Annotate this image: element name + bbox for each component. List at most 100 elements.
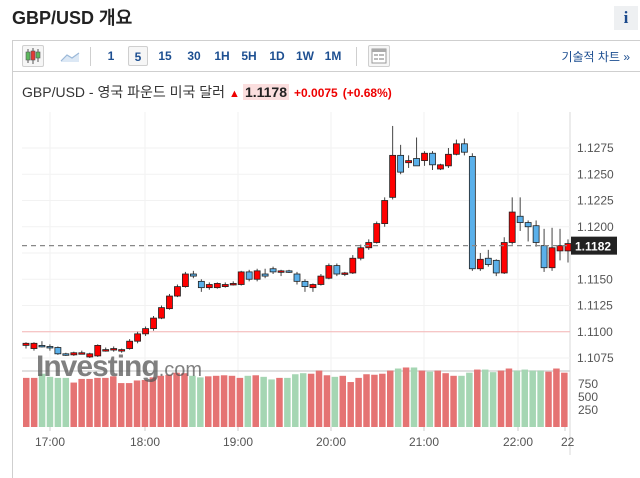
volume-bar <box>117 383 125 427</box>
candle <box>437 164 444 170</box>
timeframe-1d[interactable]: 1D <box>269 49 285 63</box>
page-title: GBP/USD 개요 <box>12 8 133 28</box>
technical-chart-link[interactable]: 기술적 차트 » <box>561 50 630 64</box>
candle <box>524 222 532 228</box>
volume-bar <box>252 375 259 427</box>
candle <box>245 271 253 280</box>
volume-bar <box>537 370 544 427</box>
candle <box>333 265 341 275</box>
volume-bar <box>426 371 434 427</box>
candle <box>126 340 134 349</box>
volume-bar <box>513 370 521 427</box>
volume-bar <box>54 377 62 427</box>
candle <box>158 307 165 319</box>
candle <box>221 284 229 287</box>
investing-watermark: Investing.com <box>36 350 202 383</box>
candle <box>397 154 405 173</box>
volume-bar <box>553 368 560 427</box>
volume-tick: 750 <box>578 377 598 391</box>
time-tick: 17:00 <box>35 435 65 449</box>
volume-bar <box>133 380 141 427</box>
candle <box>564 243 572 252</box>
candle <box>484 257 492 265</box>
timeframe-1w[interactable]: 1W <box>296 49 314 63</box>
volume-bar <box>38 373 46 427</box>
volume-bar <box>30 377 38 427</box>
candle <box>492 259 500 274</box>
candle <box>229 283 237 286</box>
candle <box>134 333 141 342</box>
candle <box>445 153 452 167</box>
chart-widget <box>12 40 640 478</box>
timeframe-30[interactable]: 30 <box>187 49 201 63</box>
timeframe-5[interactable]: 5 <box>128 46 148 66</box>
volume-bar <box>363 374 370 427</box>
price-tick: 1.1150 <box>577 272 613 286</box>
candle <box>476 258 484 270</box>
volume-bar <box>268 379 275 427</box>
candle <box>205 284 213 289</box>
candle <box>405 160 412 164</box>
volume-bar <box>141 379 149 427</box>
time-tick: 19:00 <box>223 435 253 449</box>
volume-bar <box>339 375 347 427</box>
candle <box>508 211 516 243</box>
timeframe-15[interactable]: 15 <box>158 49 172 63</box>
candle <box>429 152 436 166</box>
volume-bar <box>46 376 54 427</box>
timeframe-5h[interactable]: 5H <box>241 49 257 63</box>
timeframe-1m[interactable]: 1M <box>324 49 342 63</box>
table-layout-icon[interactable] <box>368 45 390 67</box>
candle <box>150 317 157 330</box>
candle <box>174 286 181 297</box>
volume-bar <box>165 374 172 427</box>
candle <box>349 257 357 274</box>
time-tick: 21:00 <box>409 435 439 449</box>
volume-bar <box>379 373 386 427</box>
candle <box>86 353 94 358</box>
volume-bar <box>434 370 441 427</box>
candle <box>46 346 54 349</box>
candlestick-chart-icon[interactable] <box>22 45 44 67</box>
instrument-name: GBP/USD - 영국 파운드 미국 달러 <box>22 84 226 100</box>
candle <box>213 283 221 289</box>
volume-bar <box>355 377 362 427</box>
volume-bar <box>481 369 489 427</box>
volume-bar <box>260 376 267 427</box>
time-tick: 18:00 <box>130 435 160 449</box>
candle <box>389 154 397 198</box>
timeframe-1[interactable]: 1 <box>107 49 115 63</box>
candle <box>500 242 508 274</box>
volume-bar <box>23 377 30 427</box>
volume-bar <box>323 375 331 427</box>
area-chart-icon[interactable] <box>59 45 81 67</box>
volume-bar <box>371 374 378 427</box>
volume-bar <box>212 375 220 427</box>
volume-bar <box>387 370 394 427</box>
candle <box>532 225 540 243</box>
volume-bar <box>394 368 402 427</box>
volume-bar <box>418 370 426 427</box>
volume-bar <box>347 382 354 427</box>
volume-bar <box>220 375 228 427</box>
volume-bar <box>402 367 410 427</box>
candle <box>325 265 333 279</box>
volume-bar <box>157 375 165 427</box>
candle <box>516 215 524 223</box>
volume-bar <box>102 377 109 427</box>
volume-bar <box>181 373 188 427</box>
candle <box>261 273 269 277</box>
timeframe-1h[interactable]: 1H <box>214 49 230 63</box>
volume-bar <box>331 376 339 427</box>
price-tick: 1.1125 <box>577 299 613 313</box>
volume-bar <box>78 378 85 427</box>
price-tick: 1.1275 <box>577 141 614 155</box>
candle <box>269 268 277 273</box>
quote-header: GBP/USD - 영국 파운드 미국 달러 ▲ 1.1178 +0.0075 (+0.… <box>22 82 392 102</box>
info-icon[interactable]: i <box>614 6 638 30</box>
volume-bar <box>521 369 529 427</box>
volume-bar <box>86 378 93 427</box>
candle <box>468 155 476 270</box>
volume-bar <box>94 377 101 427</box>
